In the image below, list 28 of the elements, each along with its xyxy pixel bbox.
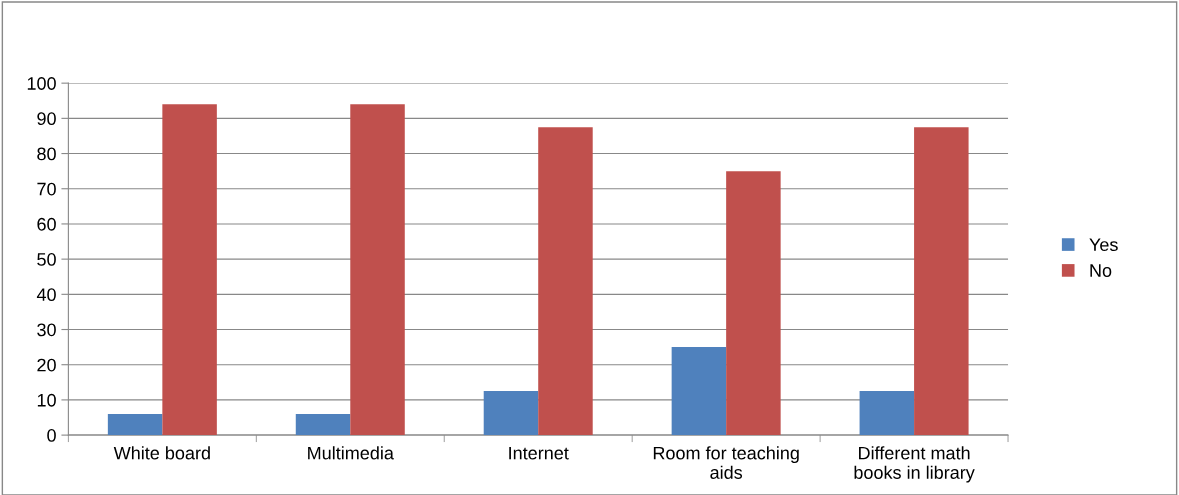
x-tick-label: Multimedia [308, 446, 394, 460]
y-tick-label: 30 [37, 323, 56, 337]
y-tick-label: 80 [37, 147, 56, 161]
y-tick-label: 40 [36, 288, 56, 302]
bar [295, 413, 351, 436]
y-tick-label: 70 [37, 182, 56, 196]
y-tick-label: 20 [37, 358, 56, 372]
bar [859, 391, 915, 436]
bar [914, 127, 969, 436]
bar [162, 104, 217, 436]
bar [350, 104, 405, 436]
legend-label: Yes [1089, 238, 1118, 252]
bar [538, 127, 593, 436]
bar [483, 391, 539, 436]
x-tick-label: Different math books in library [854, 446, 975, 483]
bar [107, 413, 163, 436]
y-tick-label: 10 [37, 393, 56, 407]
x-tick-label: Room for teaching aids [653, 446, 799, 479]
legend-label: No [1090, 264, 1112, 277]
y-tick-label: 100 [27, 77, 56, 90]
bar [671, 347, 727, 436]
y-tick-label: 90 [37, 112, 56, 126]
y-tick-label: 60 [37, 217, 56, 231]
y-tick-label: 50 [37, 253, 56, 266]
y-tick-label: 0 [47, 429, 56, 442]
bar [726, 171, 781, 436]
x-tick-label: White board [113, 446, 210, 460]
x-tick-label: Internet [509, 446, 569, 460]
